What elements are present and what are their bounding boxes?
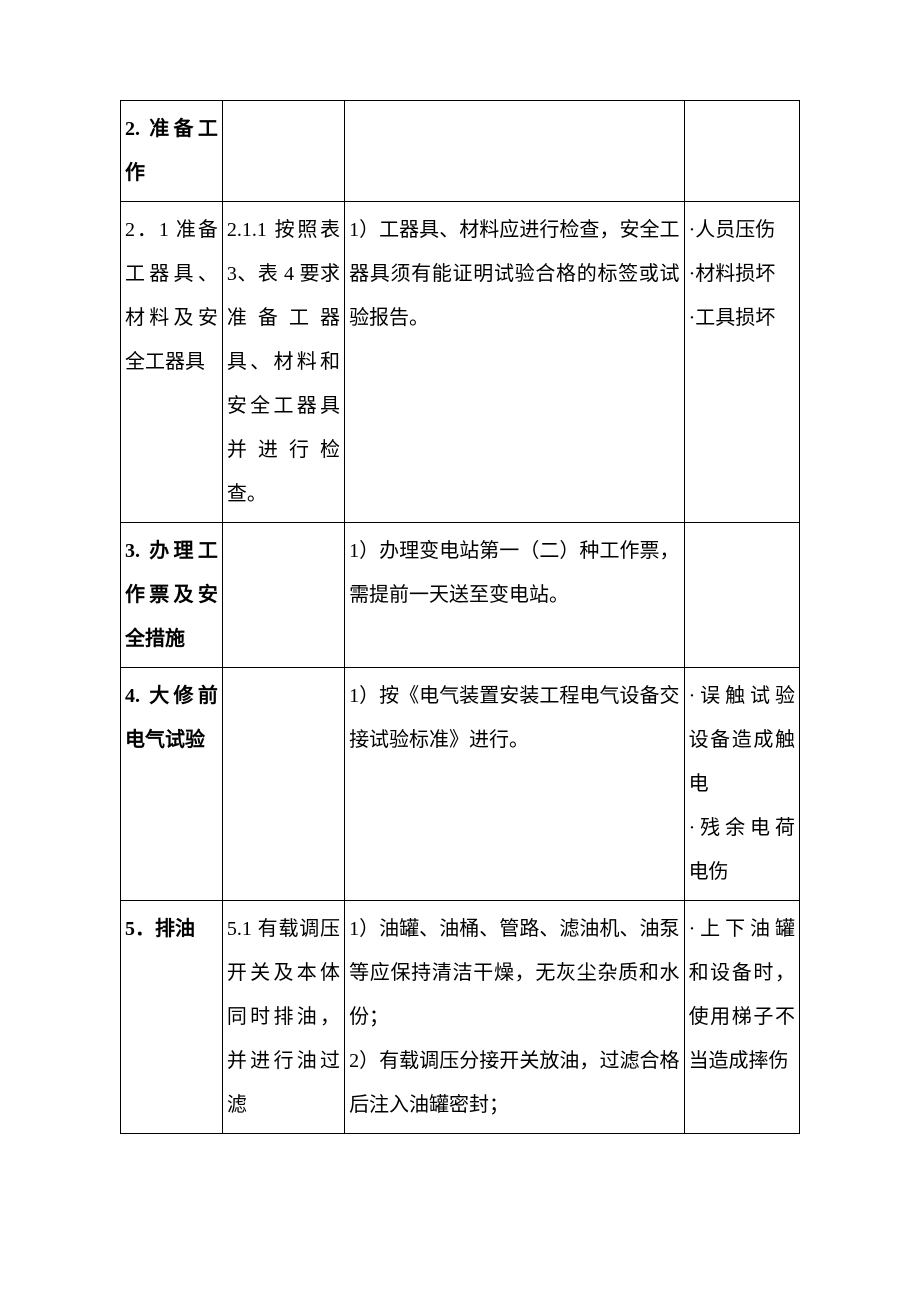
table-cell	[222, 523, 344, 668]
table-cell: 1）油罐、油桶、管路、滤油机、油泵等应保持清洁干燥，无灰尘杂质和水份；2）有载调…	[345, 901, 685, 1134]
table-cell: 2.1.1 按照表 3、表 4 要求准备工器具、材料和安全工器具并进行检查。	[222, 202, 344, 523]
table-cell: ·上下油罐和设备时，使用梯子不当造成摔伤	[684, 901, 799, 1134]
table-row: 2. 准备工作	[121, 101, 800, 202]
table-cell: ·误触试验设备造成触电·残余电荷电伤	[684, 668, 799, 901]
table-row: 3. 办理工作票及安全措施 1）办理变电站第一（二）种工作票，需提前一天送至变电站…	[121, 523, 800, 668]
table-body: 2. 准备工作2．1 准备工器具、材料及安全工器具2.1.1 按照表 3、表 4…	[121, 101, 800, 1134]
table-cell: 4. 大修前电气试验	[121, 668, 223, 901]
table-cell	[345, 101, 685, 202]
table-cell: 1）工器具、材料应进行检查，安全工器具须有能证明试验合格的标签或试验报告。	[345, 202, 685, 523]
table-cell: 1）按《电气装置安装工程电气设备交接试验标准》进行。	[345, 668, 685, 901]
table-row: 2．1 准备工器具、材料及安全工器具2.1.1 按照表 3、表 4 要求准备工器…	[121, 202, 800, 523]
table-cell	[684, 523, 799, 668]
table-cell: ·人员压伤·材料损坏·工具损坏	[684, 202, 799, 523]
table-row: 5．排油5.1 有载调压开关及本体同时排油，并进行油过滤1）油罐、油桶、管路、滤…	[121, 901, 800, 1134]
procedure-table: 2. 准备工作2．1 准备工器具、材料及安全工器具2.1.1 按照表 3、表 4…	[120, 100, 800, 1134]
table-cell	[222, 668, 344, 901]
table-cell: 2. 准备工作	[121, 101, 223, 202]
table-cell: 5．排油	[121, 901, 223, 1134]
table-cell: 5.1 有载调压开关及本体同时排油，并进行油过滤	[222, 901, 344, 1134]
table-cell: 2．1 准备工器具、材料及安全工器具	[121, 202, 223, 523]
table-cell: 3. 办理工作票及安全措施	[121, 523, 223, 668]
table-cell	[222, 101, 344, 202]
table-row: 4. 大修前电气试验 1）按《电气装置安装工程电气设备交接试验标准》进行。·误触试…	[121, 668, 800, 901]
table-cell	[684, 101, 799, 202]
table-cell: 1）办理变电站第一（二）种工作票，需提前一天送至变电站。	[345, 523, 685, 668]
